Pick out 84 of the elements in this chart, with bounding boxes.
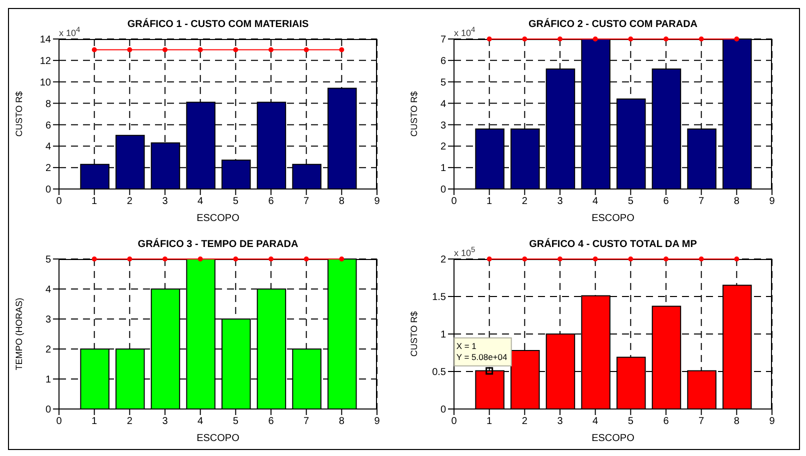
- y-tick-label: 2: [45, 163, 52, 174]
- y-tick-label: 12: [40, 56, 52, 67]
- y-tick-label: 4: [440, 98, 446, 110]
- text: x 10$^{4}$: [454, 25, 476, 38]
- x-tick-label: 8: [734, 416, 740, 428]
- x-tick-label: 4: [198, 196, 204, 208]
- x-tick-label: 6: [663, 196, 670, 208]
- x-tick-label: 1: [92, 196, 98, 208]
- x-tick-label: 6: [268, 196, 274, 208]
- x-tick-label: 2: [126, 416, 133, 428]
- x-axis-title: ESCOPO: [196, 213, 240, 224]
- y-tick-label: 2: [45, 344, 52, 356]
- x-tick-label: 8: [338, 196, 345, 208]
- text: x 10$^{5}$: [454, 245, 476, 258]
- x-tick-label: 3: [557, 196, 564, 208]
- x-tick-label: 8: [734, 196, 740, 208]
- y-axis-title: CUSTO R$: [409, 91, 420, 137]
- x-tick-label: 9: [769, 196, 776, 208]
- y-tick-label: 6: [45, 120, 52, 132]
- y-tick-label: 0: [45, 184, 52, 196]
- x-tick-label: 5: [628, 196, 634, 208]
- x-tick-label: 7: [304, 196, 310, 208]
- chart-title: GRÁFICO 3 - TEMPO DE PARADA: [136, 239, 300, 250]
- y-tick-label: 0.5: [432, 367, 446, 378]
- y-tick-label: 3: [45, 314, 52, 326]
- x-tick-label: 1: [486, 416, 493, 428]
- y-tick-label: 8: [45, 98, 52, 110]
- annotation: X = 1 Y = 5.08e+04: [456, 340, 508, 362]
- y-tick-label: 5: [440, 77, 446, 88]
- x-tick-label: 6: [663, 416, 670, 428]
- y-tick-label: 4: [45, 142, 52, 153]
- x-tick-label: 7: [698, 416, 705, 428]
- x-tick-label: 1: [486, 196, 493, 208]
- y-axis-title: TEMPO (HORAS): [14, 298, 24, 370]
- y-tick-label: 14: [40, 34, 52, 46]
- text: x 10$^{4}$: [59, 25, 80, 38]
- x-tick-label: 9: [374, 196, 380, 208]
- x-tick-label: 0: [451, 416, 458, 428]
- x-axis-title: ESCOPO: [196, 433, 240, 444]
- x-tick-label: 1: [92, 416, 98, 428]
- x-tick-label: 7: [698, 196, 705, 208]
- y-axis-title: CUSTO R$: [409, 311, 420, 357]
- y-tick-label: 1: [440, 163, 446, 174]
- x-tick-label: 0: [451, 196, 458, 208]
- x-tick-label: 5: [232, 416, 239, 428]
- y-tick-label: 6: [440, 56, 446, 67]
- x-tick-label: 4: [592, 196, 599, 208]
- x-tick-label: 8: [338, 416, 345, 428]
- x-tick-label: 0: [56, 196, 62, 208]
- y-tick-label: 7: [440, 34, 446, 46]
- x-tick-label: 3: [557, 416, 564, 428]
- chart-title: GRÁFICO 4 - CUSTO TOTAL DA MP: [529, 239, 697, 250]
- x-tick-label: 5: [628, 416, 634, 428]
- x-axis-title: ESCOPO: [592, 433, 635, 444]
- x-tick-label: 2: [522, 196, 528, 208]
- x-tick-label: 7: [304, 416, 310, 428]
- x-tick-label: 3: [162, 196, 168, 208]
- y-tick-label: 5: [45, 254, 52, 266]
- chart-title: GRÁFICO 2 - CUSTO COM PARADA: [528, 19, 698, 30]
- y-tick-label: 0: [45, 404, 52, 416]
- y-tick-label: 0: [440, 184, 446, 196]
- y-tick-label: 4: [45, 284, 52, 296]
- chart-title: GRÁFICO 1 - CUSTO COM MATERIAIS: [127, 19, 309, 30]
- x-tick-label: 9: [374, 416, 380, 428]
- x-tick-label: 2: [522, 416, 528, 428]
- x-tick-label: 4: [198, 416, 204, 428]
- y-axis-title: CUSTO R$: [14, 91, 24, 137]
- x-tick-label: 0: [56, 416, 62, 428]
- y-tick-label: 1: [440, 330, 446, 341]
- y-tick-label: 1: [45, 374, 52, 386]
- y-tick-label: 2: [440, 142, 446, 153]
- datatip: X = 1 Y = 5.08e+04: [454, 337, 512, 375]
- y-tick-label: 2: [440, 254, 446, 266]
- x-tick-label: 5: [232, 196, 239, 208]
- x-tick-label: 9: [769, 416, 776, 428]
- y-tick-label: 3: [440, 120, 446, 132]
- y-tick-label: 10: [40, 77, 52, 88]
- y-tick-label: 0: [440, 404, 446, 416]
- x-tick-label: 4: [592, 416, 599, 428]
- y-tick-label: 1.5: [432, 292, 446, 304]
- x-tick-label: 3: [162, 416, 168, 428]
- x-axis-title: ESCOPO: [592, 213, 635, 224]
- x-tick-label: 6: [268, 416, 274, 428]
- x-tick-label: 2: [126, 196, 133, 208]
